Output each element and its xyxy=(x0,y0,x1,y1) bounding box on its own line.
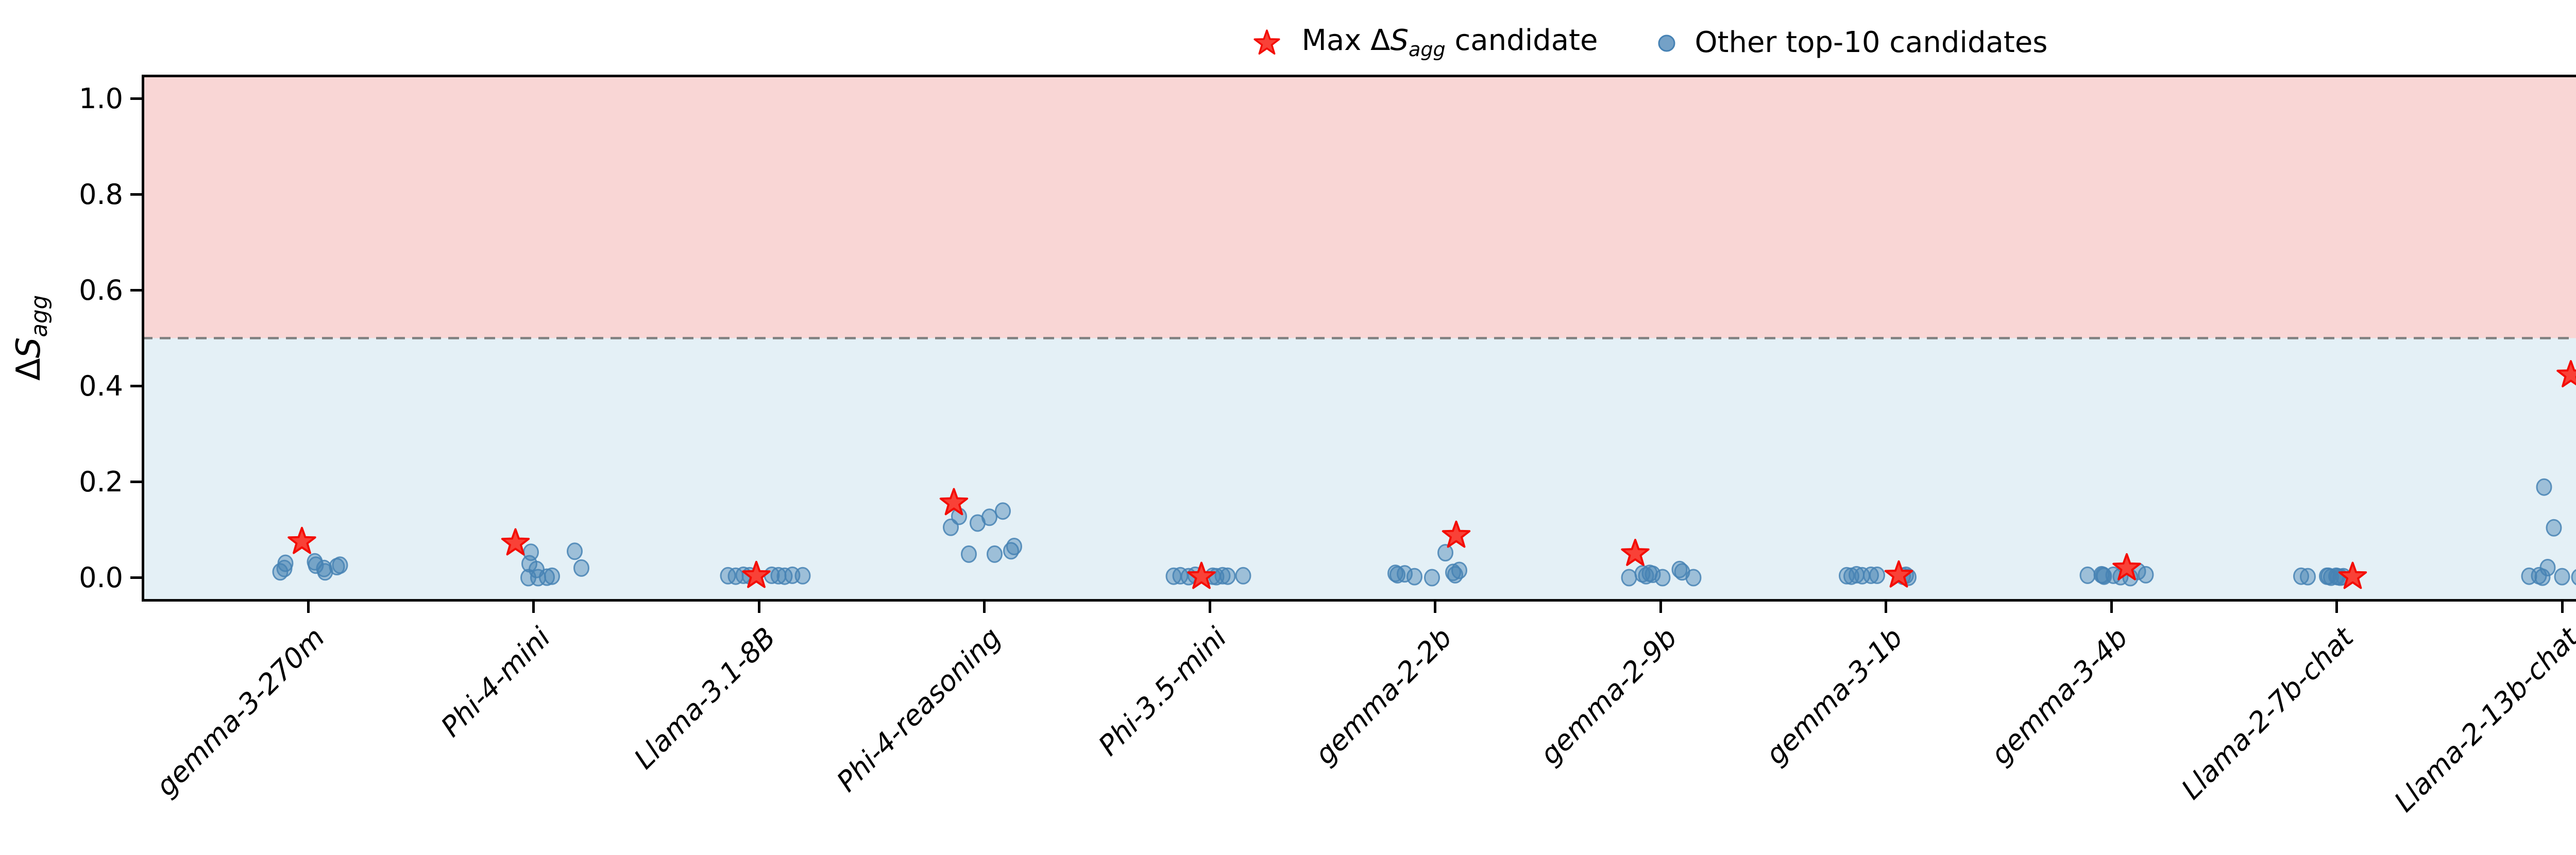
x-tick-label: gemma-3-270m xyxy=(149,621,331,802)
legend: Max ΔSagg candidate Other top-10 candida… xyxy=(142,19,2576,66)
x-tick-mark xyxy=(1885,602,1887,613)
dot-icon xyxy=(1658,35,1675,52)
candidate-dot xyxy=(995,502,1011,520)
x-tick-mark xyxy=(1659,602,1662,613)
candidate-dot xyxy=(1671,560,1688,578)
x-tick-label: Llama-2-13b-chat xyxy=(2388,621,2576,818)
candidate-dot xyxy=(332,556,348,574)
candidate-dot xyxy=(567,542,583,560)
max-candidate-star xyxy=(2556,360,2576,387)
candidate-dot xyxy=(1863,566,1879,584)
y-tick-mark xyxy=(130,97,142,100)
candidate-dot xyxy=(1406,568,1422,586)
x-tick-mark xyxy=(983,602,986,613)
candidate-dot xyxy=(573,559,589,577)
x-tick-mark xyxy=(1208,602,1211,613)
max-candidate-star xyxy=(1187,561,1216,589)
candidate-dot xyxy=(961,545,977,563)
y-tick-label: 1.0 xyxy=(79,82,123,115)
y-tick-mark xyxy=(130,481,142,483)
x-tick-label: Llama-3.1-8B xyxy=(628,621,782,776)
max-candidate-star xyxy=(287,526,316,554)
y-tick-label: 0.8 xyxy=(79,178,123,211)
legend-label-other-candidates: Other top-10 candidates xyxy=(1694,25,2048,59)
max-candidate-star xyxy=(1442,520,1471,548)
candidate-dot xyxy=(1869,566,1885,584)
candidate-dot xyxy=(272,563,289,581)
candidate-dot xyxy=(2554,568,2570,586)
candidate-dot xyxy=(981,508,997,526)
max-candidate-star xyxy=(2112,553,2141,580)
x-tick-mark xyxy=(2561,602,2564,613)
candidate-dot xyxy=(1654,569,1671,587)
candidate-dot xyxy=(1219,567,1236,585)
max-candidate-star xyxy=(501,528,530,556)
x-tick-mark xyxy=(2335,602,2338,613)
x-tick-label: Phi-3.5-mini xyxy=(1092,621,1233,762)
y-axis-label: ΔSagg xyxy=(9,295,53,381)
y-tick-mark xyxy=(130,385,142,387)
candidate-dot xyxy=(2138,566,2154,584)
y-tick-label: 0.4 xyxy=(79,369,123,402)
x-tick-mark xyxy=(2110,602,2113,613)
y-tick-label: 0.2 xyxy=(79,465,123,498)
y-tick-label: 0.0 xyxy=(79,561,123,594)
x-tick-label: gemma-2-2b xyxy=(1308,621,1459,771)
x-tick-label: Phi-4-mini xyxy=(434,621,557,743)
max-candidate-star xyxy=(1884,560,1913,588)
legend-item-max-candidate: Max ΔSagg candidate xyxy=(1247,23,1598,62)
max-candidate-star xyxy=(742,560,771,588)
y-tick-mark xyxy=(130,193,142,196)
candidate-dot xyxy=(2571,569,2576,586)
candidate-dot xyxy=(1235,567,1251,585)
x-tick-label: gemma-2-9b xyxy=(1534,621,1684,771)
candidate-dot xyxy=(1445,563,1461,582)
x-tick-label: Phi-4-reasoning xyxy=(830,621,1008,798)
x-tick-label: Llama-2-7b-chat xyxy=(2175,621,2360,806)
legend-label-max-candidate: Max ΔSagg candidate xyxy=(1301,23,1598,61)
region-above-threshold xyxy=(142,75,2576,338)
y-tick-mark xyxy=(130,576,142,579)
region-below-threshold xyxy=(142,338,2576,602)
x-tick-mark xyxy=(307,602,310,613)
candidate-dot xyxy=(2536,478,2552,496)
candidate-dot xyxy=(308,556,324,574)
candidate-dot xyxy=(943,518,959,536)
candidate-dot xyxy=(539,568,555,586)
x-tick-mark xyxy=(1434,602,1436,613)
plot-border xyxy=(142,75,2576,602)
candidate-dot xyxy=(1214,567,1231,585)
candidate-dot xyxy=(1424,569,1440,587)
max-candidate-star xyxy=(939,488,969,516)
plot-area xyxy=(142,75,2576,602)
max-candidate-star xyxy=(1621,539,1650,566)
x-tick-label: gemma-3-4b xyxy=(1985,621,2134,771)
candidate-dot xyxy=(1397,565,1413,583)
candidate-dot xyxy=(794,567,811,585)
candidate-dot xyxy=(1006,538,1022,555)
y-tick-label: 0.6 xyxy=(79,273,123,306)
candidate-dot xyxy=(1451,561,1467,579)
max-candidate-star xyxy=(2338,561,2367,589)
candidate-dot xyxy=(2531,567,2547,585)
candidate-dot xyxy=(2330,568,2346,586)
x-tick-mark xyxy=(532,602,535,613)
candidate-dot xyxy=(2079,566,2096,584)
candidate-dot xyxy=(987,545,1003,563)
candidate-dot xyxy=(2300,568,2316,586)
legend-item-other-candidates: Other top-10 candidates xyxy=(1654,26,2047,59)
candidate-dot xyxy=(1621,569,1637,587)
candidate-dot xyxy=(1645,566,1661,583)
x-tick-label: gemma-3-1b xyxy=(1759,621,1909,771)
candidate-dot xyxy=(2546,519,2562,537)
star-icon xyxy=(1253,29,1280,55)
candidate-dot xyxy=(1437,544,1453,562)
candidate-dot xyxy=(544,567,560,585)
y-tick-mark xyxy=(130,289,142,292)
candidate-dot xyxy=(1685,569,1702,587)
x-tick-mark xyxy=(757,602,760,613)
